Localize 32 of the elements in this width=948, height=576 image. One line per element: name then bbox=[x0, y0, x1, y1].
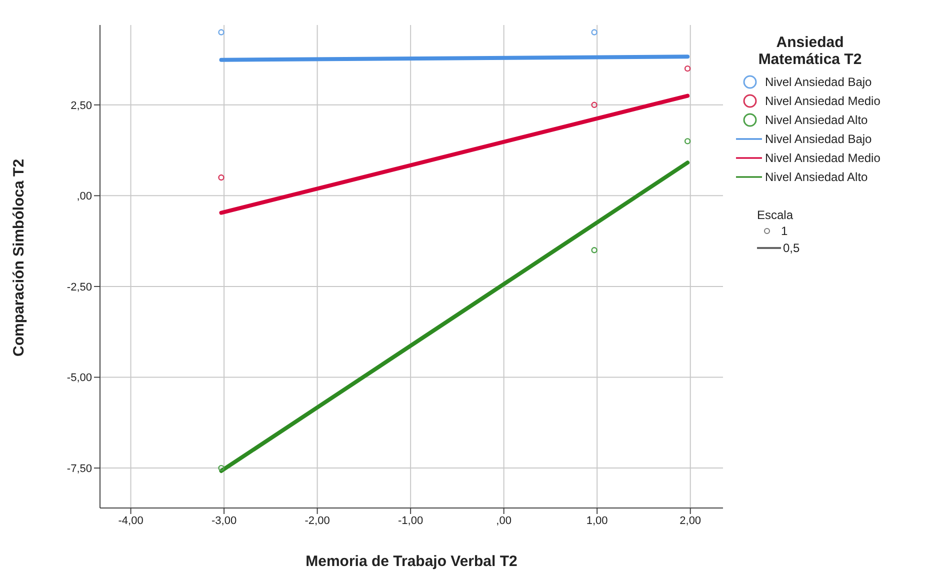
y-tick-label: -7,50 bbox=[66, 462, 92, 475]
point bbox=[591, 29, 598, 36]
legend-label: Nivel Ansiedad Alto bbox=[765, 170, 868, 184]
legend-title: Ansiedad Matemática T2 bbox=[757, 34, 863, 68]
x-tick-label: -1,00 bbox=[398, 514, 424, 527]
x-tick-label: 2,00 bbox=[680, 514, 702, 527]
point bbox=[218, 174, 224, 181]
point bbox=[684, 65, 691, 72]
x-tick-label: -3,00 bbox=[212, 514, 237, 527]
legend-label: Nivel Ansiedad Medio bbox=[765, 94, 880, 108]
y-tick-label: 2,50 bbox=[70, 100, 92, 112]
text: Escala bbox=[757, 208, 794, 222]
point bbox=[684, 138, 691, 144]
x-tick-label: -4,00 bbox=[118, 514, 144, 527]
legend-label: Nivel Ansiedad Bajo bbox=[765, 132, 872, 146]
y-axis-title: Comparación Simbóloca T2 bbox=[10, 158, 28, 356]
point bbox=[218, 464, 224, 472]
x-axis-title: Memoria de Trabajo Verbal T2 bbox=[306, 553, 518, 570]
text: 1 bbox=[781, 224, 788, 238]
x-tick-label: ,00 bbox=[496, 514, 512, 527]
legend-label: Nivel Ansiedad Alto bbox=[765, 112, 868, 126]
legend-label: Nivel Ansiedad Medio bbox=[765, 150, 880, 164]
x-tick-label: -2,00 bbox=[304, 514, 330, 527]
x-tick-label: 1,00 bbox=[586, 514, 608, 527]
point bbox=[591, 102, 598, 108]
y-tick-label: -2,50 bbox=[66, 281, 92, 294]
point bbox=[591, 247, 598, 254]
point bbox=[218, 29, 224, 36]
y-tick-label: ,00 bbox=[76, 190, 92, 203]
legend-label: Nivel Ansiedad Bajo bbox=[765, 74, 872, 88]
y-tick-label: -5,00 bbox=[66, 372, 92, 384]
text: 0,5 bbox=[783, 241, 800, 255]
